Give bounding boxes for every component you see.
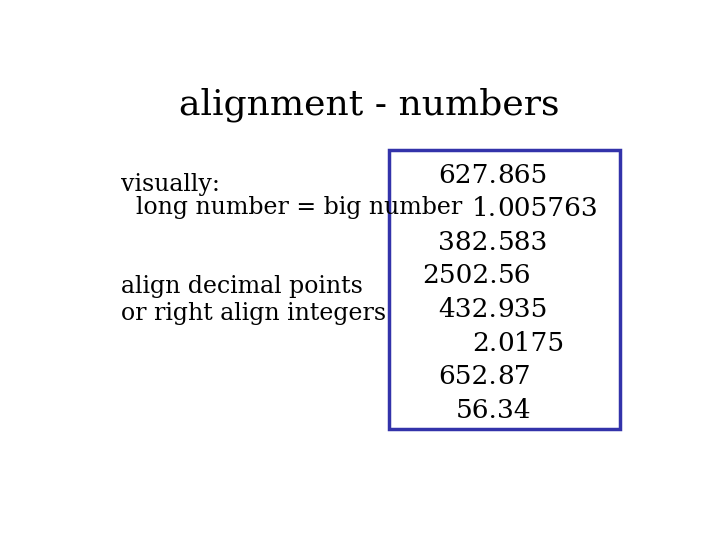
Text: 2502.: 2502. (422, 264, 498, 288)
Text: 2.: 2. (472, 330, 498, 355)
Text: 34: 34 (498, 397, 531, 423)
Text: 0175: 0175 (498, 330, 564, 355)
Text: or right align integers: or right align integers (121, 302, 386, 325)
Text: 87: 87 (498, 364, 531, 389)
Text: 382.: 382. (438, 230, 498, 255)
Text: 935: 935 (498, 297, 548, 322)
Text: 56: 56 (498, 264, 531, 288)
Text: 1.: 1. (472, 196, 498, 221)
Text: long number = big number: long number = big number (121, 196, 462, 219)
Text: alignment - numbers: alignment - numbers (179, 87, 559, 122)
Text: 56.: 56. (456, 397, 498, 423)
Text: 652.: 652. (438, 364, 498, 389)
Text: 865: 865 (498, 163, 548, 188)
FancyBboxPatch shape (389, 150, 620, 429)
Text: 627.: 627. (438, 163, 498, 188)
Text: align decimal points: align decimal points (121, 275, 363, 298)
Text: 005763: 005763 (498, 196, 598, 221)
Text: 432.: 432. (438, 297, 498, 322)
Text: visually:: visually: (121, 173, 220, 196)
Text: 583: 583 (498, 230, 548, 255)
